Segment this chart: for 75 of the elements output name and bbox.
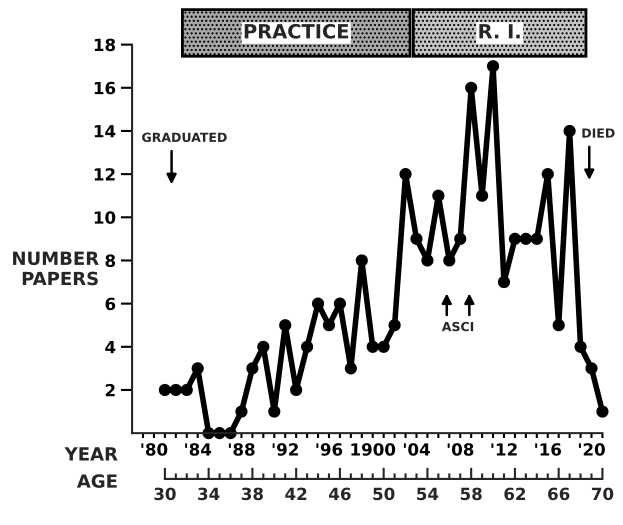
point	[530, 232, 543, 245]
y-tick-label: 18	[94, 38, 116, 52]
x2-tick-label: 54	[417, 488, 438, 500]
point	[486, 60, 500, 72]
x-tick-label: '92	[272, 443, 298, 456]
point	[334, 298, 346, 310]
point	[564, 124, 576, 138]
x2-tick-label: 50	[373, 488, 394, 500]
point	[498, 276, 510, 288]
x2-tick-label: 66	[548, 488, 570, 500]
point	[465, 82, 478, 94]
point	[443, 254, 456, 267]
x2-tick-label: 34	[198, 488, 220, 500]
point	[432, 190, 444, 202]
point	[356, 254, 368, 267]
x-tick-label: '80	[141, 443, 168, 456]
y-tick-label: 4	[105, 340, 116, 354]
point	[585, 362, 598, 374]
x2-tick-label: 42	[285, 488, 306, 500]
point	[388, 319, 401, 332]
y-tick-label: 6	[106, 298, 116, 310]
point	[192, 362, 204, 374]
point	[246, 362, 258, 374]
y-tick-label: 2	[106, 384, 115, 396]
point	[399, 168, 412, 180]
x2-tick-label: 70	[592, 488, 614, 500]
y-tick-label: 14	[94, 125, 116, 138]
x2-tick-label: 58	[460, 488, 482, 500]
point	[366, 340, 379, 353]
point	[520, 232, 532, 245]
point	[476, 190, 488, 202]
point	[279, 319, 292, 332]
point	[410, 232, 423, 245]
x-tick-label: 1900	[351, 443, 396, 456]
x-tick-label: '96	[316, 443, 342, 456]
x2-axis-title: AGE	[76, 474, 117, 488]
annotation: DIED	[582, 128, 615, 138]
point	[596, 405, 609, 418]
x-tick-label: '04	[404, 443, 430, 456]
x-tick-label: '12	[491, 443, 517, 456]
y-tick-label: 10	[94, 211, 116, 224]
y-tick-label: 16	[94, 82, 116, 94]
point	[574, 340, 587, 353]
x2-tick-label: 30	[154, 488, 176, 500]
x-axis-title: YEAR	[64, 447, 118, 460]
x2-tick-label: 38	[242, 488, 263, 500]
point	[301, 340, 314, 353]
point	[552, 319, 565, 332]
point	[257, 340, 270, 353]
point	[344, 362, 357, 374]
point	[290, 384, 302, 396]
point	[421, 254, 434, 267]
point	[454, 232, 466, 245]
point	[235, 405, 248, 418]
point	[170, 384, 182, 396]
y-axis-title: NUMBER PAPERS	[13, 252, 99, 286]
point	[378, 340, 390, 353]
annotation: ASCI	[442, 322, 474, 332]
x-tick-label: '16	[535, 443, 561, 456]
x2-tick-label: 46	[329, 488, 351, 500]
point	[542, 168, 554, 180]
point	[158, 384, 171, 396]
y-tick-label: 8	[106, 254, 116, 268]
x-tick-label: '88	[228, 443, 255, 456]
point	[508, 232, 522, 245]
x-tick-label: '20	[578, 443, 605, 456]
point	[180, 384, 193, 396]
text: R. I.	[479, 24, 520, 38]
text: PRACTICE	[244, 24, 348, 39]
y-tick-label: 12	[94, 168, 115, 180]
x2-tick-label: 62	[504, 488, 526, 500]
x-tick-label: '84	[185, 443, 212, 456]
point	[268, 405, 280, 418]
annotation: GRADUATED	[142, 132, 227, 142]
x-tick-label: '08	[448, 443, 474, 456]
